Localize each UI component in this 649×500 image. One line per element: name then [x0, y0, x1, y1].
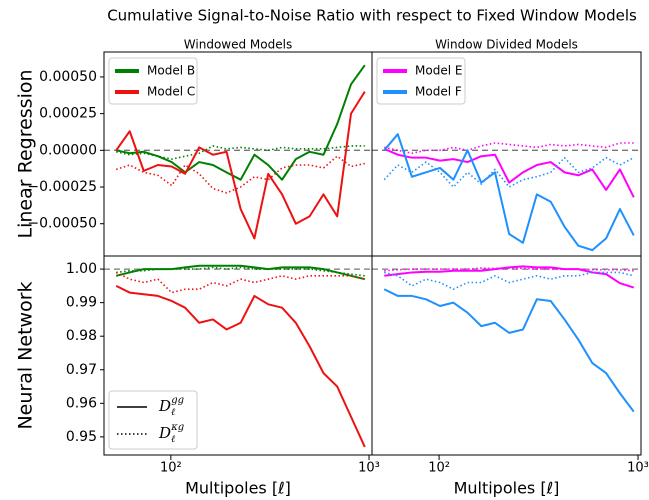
panel: Window Divided Models Model E Model F: [371, 38, 642, 257]
line: [115, 91, 366, 240]
y-tick-label: 0.98: [66, 328, 97, 344]
y-tick-label: −0.00025: [27, 179, 97, 195]
y-tick-label: −0.00050: [27, 216, 97, 232]
subscript: ℓ: [171, 434, 175, 445]
superscript: gg: [171, 395, 184, 406]
panel: Multipoles [ℓ] 10² 10³: [371, 255, 649, 498]
dotted-line: [116, 266, 365, 277]
panel: Neural Network Multipoles [ℓ] 0.95 0.96 0.97…: [15, 255, 380, 498]
y-tick-label: 1.00: [66, 261, 97, 277]
dotted-line: [115, 155, 365, 194]
panel-title: Windowed Models: [184, 38, 292, 52]
symbol: D: [158, 424, 171, 442]
y-axis-label: Neural Network: [15, 281, 37, 429]
line: [384, 265, 635, 289]
line: [115, 64, 366, 181]
plot-frame: [371, 255, 642, 456]
line: [115, 284, 366, 448]
legend-label: Model F: [415, 85, 462, 99]
dotted-line: [384, 271, 634, 291]
y-tick-label: 0.00025: [39, 106, 97, 122]
y-tick-label: 0.95: [66, 429, 97, 445]
style-legend-label: Dℓκg: [158, 422, 184, 445]
dotted-line: [383, 156, 635, 188]
line: [383, 147, 635, 198]
x-axis-label: Multipoles [ℓ]: [454, 479, 560, 498]
line: [383, 288, 635, 413]
figure-title: Cumulative Signal-to-Noise Ratio with re…: [107, 7, 637, 25]
legend-label: Model C: [147, 85, 195, 99]
superscript: κg: [170, 422, 184, 433]
legend-label: Model E: [415, 64, 462, 78]
dotted-line: [116, 145, 365, 160]
y-tick-label: 0.96: [66, 395, 97, 411]
x-tick-label: 10³: [358, 461, 380, 476]
panel-title: Window Divided Models: [435, 38, 578, 52]
x-tick-label: 10²: [428, 461, 450, 476]
x-tick-label: 10²: [160, 461, 182, 476]
subscript: ℓ: [171, 407, 175, 418]
y-axis-label: Linear Regression: [15, 69, 37, 238]
dotted-line: [115, 271, 365, 294]
legend-label: Model B: [147, 64, 195, 78]
symbol: D: [158, 397, 171, 415]
line: [383, 133, 635, 252]
y-tick-label: 0.00050: [39, 69, 97, 85]
y-tick-label: 0.00000: [39, 142, 97, 158]
panel: Windowed Models Linear Regression−0.00050…: [15, 38, 373, 257]
y-tick-label: 0.97: [66, 362, 97, 378]
style-legend-label: Dℓgg: [158, 395, 184, 418]
y-tick-label: 0.99: [66, 295, 97, 311]
x-tick-label: 10³: [627, 461, 649, 476]
style-legend-box: [108, 390, 198, 450]
plot-area: [372, 256, 641, 455]
x-axis-label: Multipoles [ℓ]: [185, 479, 291, 498]
line: [115, 264, 366, 281]
